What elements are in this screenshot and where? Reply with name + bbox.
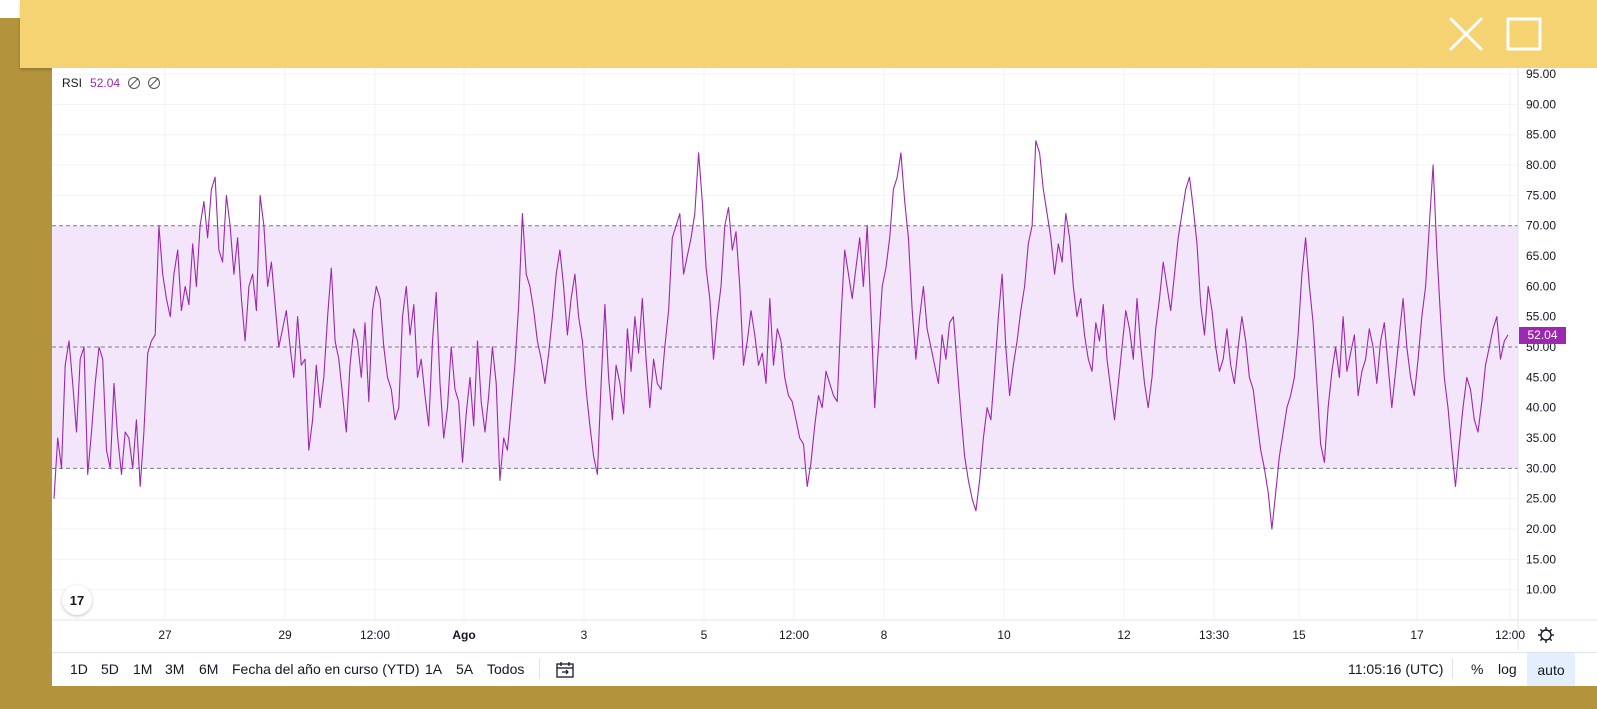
log-scale-button[interactable]: log [1498, 661, 1517, 677]
x-tick-label: 12 [1117, 628, 1131, 642]
y-tick-label: 55.00 [1526, 310, 1556, 324]
chart-settings-icon[interactable] [1540, 629, 1552, 641]
x-tick-label: 12:00 [360, 628, 390, 642]
chart-settings-icon-tooth [1549, 628, 1553, 632]
y-tick-label: 65.00 [1526, 249, 1556, 263]
percent-scale-button[interactable]: % [1471, 661, 1484, 677]
toolbar-divider [1452, 659, 1453, 679]
bottom-toolbar: 1D 5D 1M 3M 6M Fecha del año en curso (Y… [52, 652, 1597, 686]
x-tick-label: 12:00 [1495, 628, 1525, 642]
y-tick-label: 45.00 [1526, 370, 1556, 384]
y-tick-label: 90.00 [1526, 97, 1556, 111]
x-tick-label: 17 [1410, 628, 1424, 642]
range-3m-button[interactable]: 3M [165, 661, 185, 677]
range-1a-button[interactable]: 1A [425, 661, 443, 677]
y-tick-label: 10.00 [1526, 583, 1556, 597]
x-tick-label: 8 [881, 628, 888, 642]
range-5d-button[interactable]: 5D [101, 661, 119, 677]
last-value-badge: 52.04 [1519, 327, 1566, 344]
rsi-series-line [53, 140, 1509, 530]
y-tick-label: 60.00 [1526, 279, 1556, 293]
settings-icon[interactable] [148, 77, 161, 89]
chart-settings-icon-tooth [1539, 638, 1543, 642]
frame-bottom-edge [0, 685, 1597, 709]
window-top-bar [20, 0, 1597, 68]
clock-display[interactable]: 11:05:16 (UTC) [1348, 661, 1444, 677]
y-tick-label: 85.00 [1526, 128, 1556, 142]
indicator-legend[interactable]: RSI 52.04 [62, 76, 161, 90]
y-tick-label: 75.00 [1526, 188, 1556, 202]
range-1m-button[interactable]: 1M [133, 661, 153, 677]
y-tick-label: 80.00 [1526, 158, 1556, 172]
close-icon[interactable] [1448, 16, 1484, 52]
toolbar-divider [539, 659, 540, 679]
x-tick-label: 5 [701, 628, 708, 642]
x-tick-label: 27 [158, 628, 172, 642]
indicator-name: RSI [62, 76, 83, 90]
x-tick-label: 12:00 [779, 628, 809, 642]
y-tick-label: 70.00 [1526, 219, 1556, 233]
frame-left-edge [0, 18, 52, 709]
y-tick-label: 15.00 [1526, 552, 1556, 566]
y-tick-label: 40.00 [1526, 401, 1556, 415]
tradingview-logo-icon[interactable]: 17 [62, 585, 92, 615]
rsi-chart[interactable]: 95.00 90.00 85.00 80.00 75.00 70.00 65.00 60.00… [52, 68, 1597, 652]
date-range-icon[interactable] [555, 661, 575, 679]
y-tick-label: 35.00 [1526, 431, 1556, 445]
chart-settings-icon-tooth [1549, 638, 1553, 642]
auto-scale-button[interactable]: auto [1527, 653, 1575, 686]
y-tick-label: 30.00 [1526, 461, 1556, 475]
y-tick-label: 25.00 [1526, 492, 1556, 506]
rsi-chart-pane[interactable]: 95.00 90.00 85.00 80.00 75.00 70.00 65.00 60.00… [52, 68, 1597, 685]
indicator-value: 52.04 [90, 76, 121, 90]
x-tick-label: 15 [1292, 628, 1306, 642]
chart-settings-icon-tooth [1539, 628, 1543, 632]
range-5a-button[interactable]: 5A [456, 661, 474, 677]
range-ytd-button[interactable]: Fecha del año en curso (YTD) [232, 661, 420, 677]
x-tick-label: Ago [452, 628, 475, 642]
maximize-icon[interactable] [1506, 17, 1542, 51]
y-tick-label: 20.00 [1526, 522, 1556, 536]
visibility-icon[interactable] [128, 77, 141, 89]
x-tick-label: 29 [278, 628, 292, 642]
range-1d-button[interactable]: 1D [70, 661, 88, 677]
x-tick-label: 3 [581, 628, 588, 642]
x-tick-label: 10 [997, 628, 1011, 642]
x-tick-label: 13:30 [1199, 628, 1229, 642]
range-all-button[interactable]: Todos [487, 661, 525, 677]
range-6m-button[interactable]: 6M [199, 661, 219, 677]
y-tick-label: 95.00 [1526, 68, 1556, 81]
